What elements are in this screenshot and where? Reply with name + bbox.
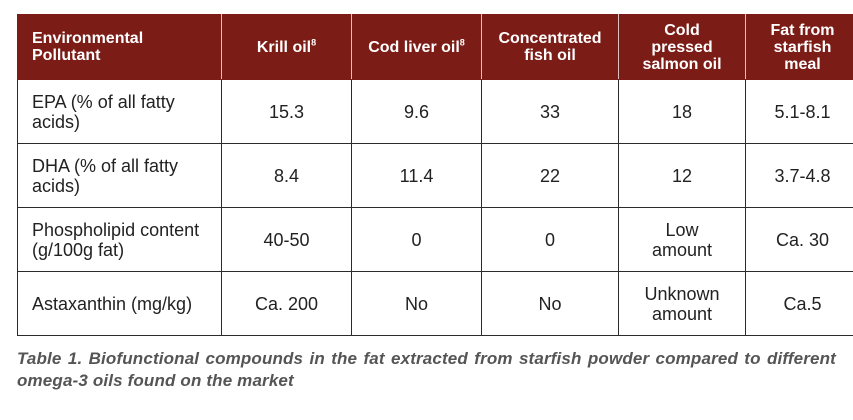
table-cell: Ca. 30 bbox=[745, 207, 853, 272]
table-cell: 15.3 bbox=[221, 79, 352, 144]
row-label: EPA (% of all fatty acids) bbox=[17, 79, 222, 144]
table-cell: 22 bbox=[481, 143, 619, 208]
table-cell: 8.4 bbox=[221, 143, 352, 208]
table-cell: 40-50 bbox=[221, 207, 352, 272]
table-cell: Unknown amount bbox=[618, 271, 746, 336]
table-cell: 5.1-8.1 bbox=[745, 79, 853, 144]
header-row: Environmental Pollutant Krill oil8 Cod l… bbox=[17, 14, 853, 80]
table-cell: 12 bbox=[618, 143, 746, 208]
table-figure: Environmental Pollutant Krill oil8 Cod l… bbox=[17, 14, 853, 392]
table-cell: 11.4 bbox=[351, 143, 482, 208]
header-cell: Krill oil8 bbox=[221, 14, 352, 80]
table-caption: Table 1. Biofunctional compounds in the … bbox=[17, 349, 836, 390]
header-cell: Cold pressed salmon oil bbox=[618, 14, 746, 80]
table-row: DHA (% of all fatty acids) 8.4 11.4 22 1… bbox=[17, 143, 853, 208]
table-cell: 33 bbox=[481, 79, 619, 144]
comparison-table: Environmental Pollutant Krill oil8 Cod l… bbox=[17, 14, 853, 336]
table-row: Phospholipid content (g/100g fat) 40-50 … bbox=[17, 207, 853, 272]
table-cell: No bbox=[481, 271, 619, 336]
table-cell: Ca. 200 bbox=[221, 271, 352, 336]
table-cell: Low amount bbox=[618, 207, 746, 272]
table-cell: No bbox=[351, 271, 482, 336]
table-row: Astaxanthin (mg/kg) Ca. 200 No No Unknow… bbox=[17, 271, 853, 336]
table-cell: 9.6 bbox=[351, 79, 482, 144]
row-label: DHA (% of all fatty acids) bbox=[17, 143, 222, 208]
header-cell: Environmental Pollutant bbox=[17, 14, 222, 80]
table-cell: Ca.5 bbox=[745, 271, 853, 336]
table-cell: 0 bbox=[481, 207, 619, 272]
table-cell: 3.7-4.8 bbox=[745, 143, 853, 208]
table-cell: 18 bbox=[618, 79, 746, 144]
row-label: Phospholipid content (g/100g fat) bbox=[17, 207, 222, 272]
table-cell: 0 bbox=[351, 207, 482, 272]
header-cell: Cod liver oil8 bbox=[351, 14, 482, 80]
header-cell: Fat from starfish meal bbox=[745, 14, 853, 80]
table-row: EPA (% of all fatty acids) 15.3 9.6 33 1… bbox=[17, 79, 853, 144]
header-cell: Concentrated fish oil bbox=[481, 14, 619, 80]
row-label: Astaxanthin (mg/kg) bbox=[17, 271, 222, 336]
